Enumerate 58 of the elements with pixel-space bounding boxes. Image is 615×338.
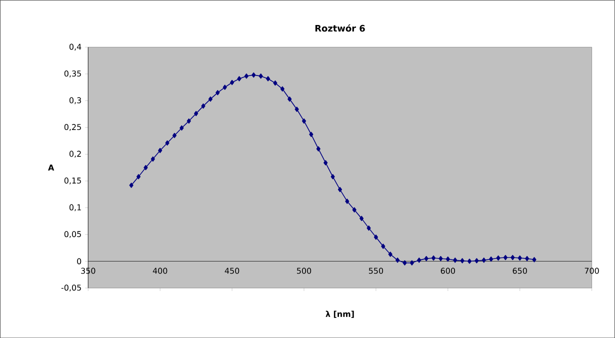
point <box>424 256 428 262</box>
point <box>158 148 162 153</box>
point <box>194 110 198 116</box>
point <box>446 256 450 262</box>
point <box>474 258 479 264</box>
point <box>273 80 278 86</box>
point <box>338 186 342 192</box>
point <box>258 73 263 79</box>
point <box>438 256 443 262</box>
point <box>316 146 320 152</box>
point <box>395 258 400 263</box>
point <box>266 76 270 82</box>
point <box>417 258 422 263</box>
point <box>165 140 170 146</box>
point <box>230 80 234 86</box>
point <box>324 160 328 166</box>
point <box>489 256 494 262</box>
point <box>366 225 371 231</box>
point <box>518 255 522 261</box>
point <box>216 90 220 96</box>
point <box>129 182 134 188</box>
point <box>453 258 458 263</box>
point <box>244 73 248 79</box>
point <box>186 118 191 124</box>
point <box>381 244 386 249</box>
point <box>402 260 407 266</box>
point <box>503 254 508 260</box>
point <box>410 260 414 266</box>
point <box>294 106 299 112</box>
point <box>288 96 292 102</box>
point <box>388 252 392 257</box>
point <box>330 174 335 180</box>
point <box>201 103 206 109</box>
point <box>280 86 284 92</box>
point <box>525 256 530 262</box>
point <box>150 156 155 162</box>
point <box>510 254 515 260</box>
point <box>532 256 536 262</box>
point <box>144 164 148 170</box>
point <box>302 118 306 124</box>
point <box>467 258 472 264</box>
point <box>172 132 177 138</box>
point <box>309 132 314 137</box>
point <box>180 125 184 131</box>
point <box>352 207 356 212</box>
point <box>136 174 141 180</box>
point <box>431 255 436 261</box>
point <box>482 258 486 263</box>
point <box>360 216 364 221</box>
chart-title: Roztwór 6 <box>315 24 365 32</box>
point <box>496 255 500 261</box>
point <box>222 84 227 90</box>
point <box>345 198 350 204</box>
point <box>460 258 464 264</box>
point <box>208 96 213 102</box>
point <box>252 72 256 78</box>
point <box>374 234 378 240</box>
point <box>237 76 242 82</box>
